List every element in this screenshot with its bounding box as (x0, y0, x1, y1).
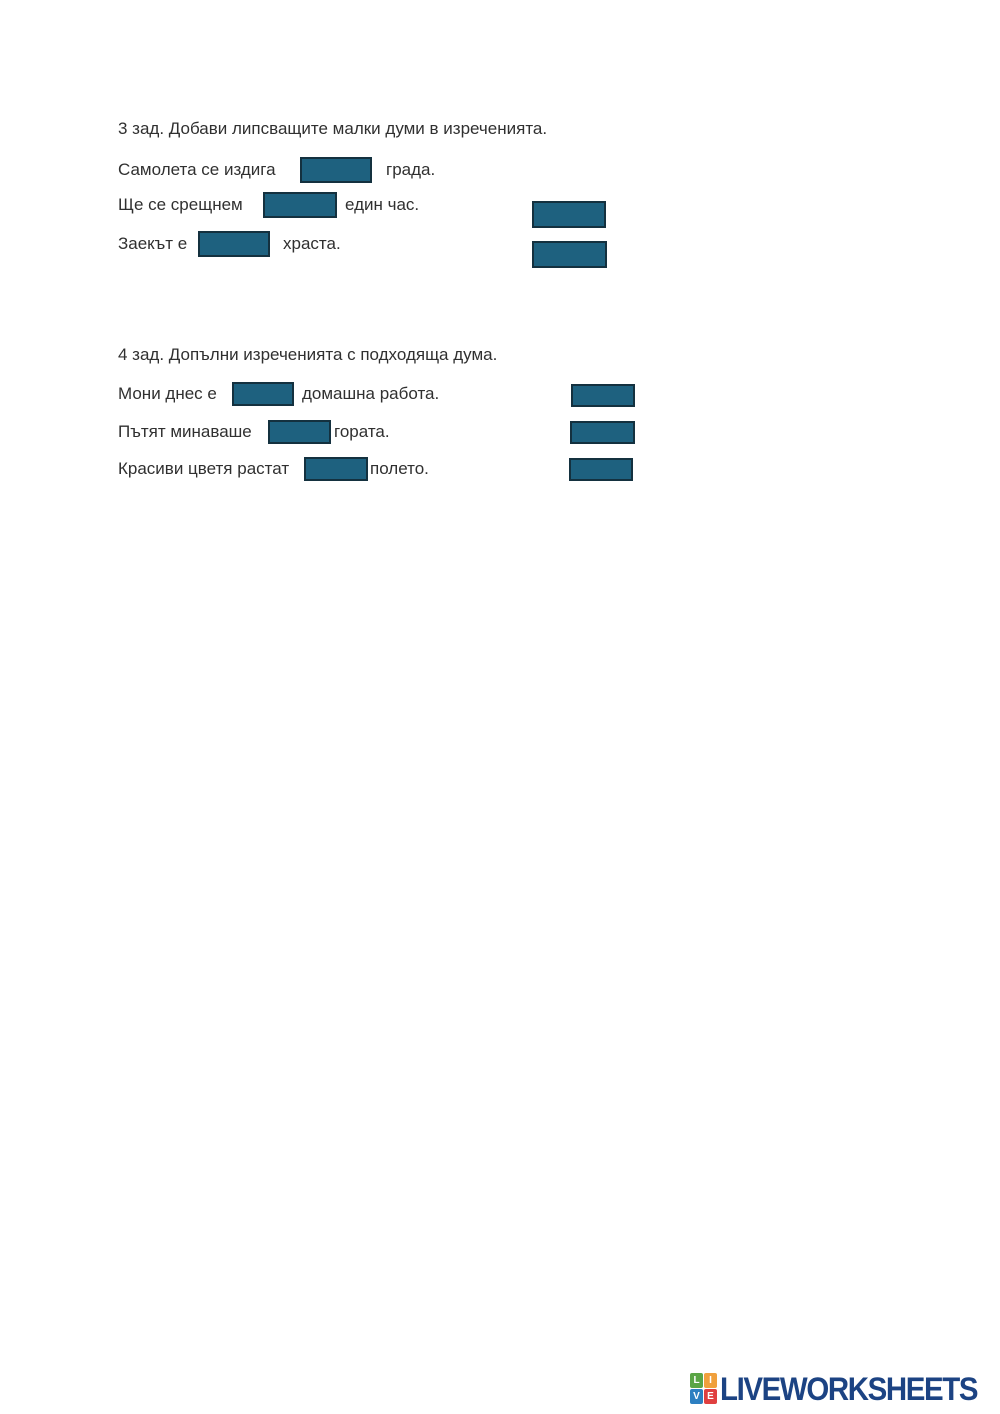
liveworksheets-logo-text: LIVEWORKSHEETS (720, 1371, 978, 1407)
task4-line3-after: полето. (370, 459, 429, 478)
task3-word-tile-2[interactable] (532, 241, 607, 268)
task3-line2-before: Ще се срещнем (118, 195, 243, 214)
task4-line2-before: Пътят минаваше (118, 422, 252, 441)
task4-title: 4 зад. Допълни изреченията с подходяща д… (118, 345, 498, 364)
task3-line3-answer-blank[interactable] (198, 231, 270, 257)
liveworksheets-logo-icon: L I V E (690, 1373, 717, 1404)
task3-word-tile-1[interactable] (532, 201, 606, 228)
logo-tile-l: L (690, 1373, 703, 1388)
task4-line3-before: Красиви цветя растат (118, 459, 290, 478)
task4-word-tile-2[interactable] (570, 421, 635, 444)
task4-line1-answer-blank[interactable] (232, 382, 294, 406)
task3-line1-answer-blank[interactable] (300, 157, 372, 183)
task3-line2-answer-blank[interactable] (263, 192, 337, 218)
task3-line2-after: един час. (345, 195, 420, 214)
task3-line1-after: града. (386, 160, 436, 179)
task3-line3-before: Заекът е (118, 234, 188, 253)
task4-line2-answer-blank[interactable] (268, 420, 331, 444)
task3-title: 3 зад. Добави липсващите малки думи в из… (118, 119, 548, 138)
task4-line1-after: домашна работа. (302, 384, 440, 403)
logo-tile-v: V (690, 1389, 703, 1404)
logo-tile-e: E (704, 1389, 717, 1404)
task3-line1-before: Самолета се издига (118, 160, 276, 179)
task3-line3-after: храста. (283, 234, 341, 253)
task4-line1-before: Мони днес е (118, 384, 217, 403)
liveworksheets-logo[interactable]: L I V E LIVEWORKSHEETS (690, 1369, 999, 1409)
task4-word-tile-3[interactable] (569, 458, 633, 481)
task4-word-tile-1[interactable] (571, 384, 635, 407)
task4-line2-after: гората. (334, 422, 390, 441)
logo-tile-i: I (704, 1373, 717, 1388)
task4-line3-answer-blank[interactable] (304, 457, 368, 481)
